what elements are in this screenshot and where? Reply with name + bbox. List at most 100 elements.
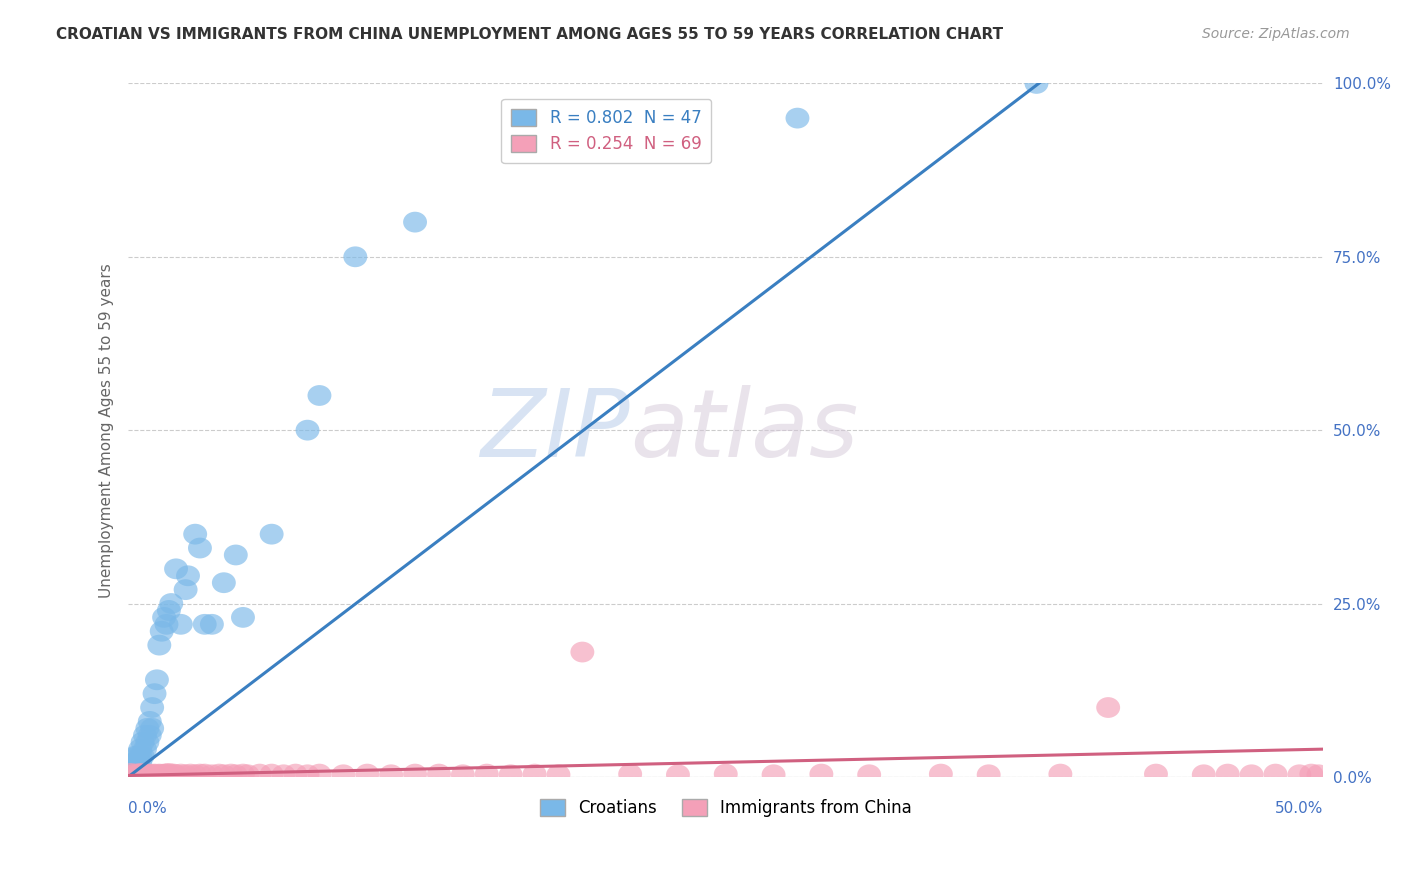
Ellipse shape (1216, 764, 1240, 784)
Ellipse shape (523, 764, 547, 784)
Text: Source: ZipAtlas.com: Source: ZipAtlas.com (1202, 27, 1350, 41)
Text: CROATIAN VS IMMIGRANTS FROM CHINA UNEMPLOYMENT AMONG AGES 55 TO 59 YEARS CORRELA: CROATIAN VS IMMIGRANTS FROM CHINA UNEMPL… (56, 27, 1004, 42)
Ellipse shape (1299, 764, 1323, 784)
Ellipse shape (977, 764, 1001, 785)
Ellipse shape (547, 764, 571, 785)
Ellipse shape (284, 764, 308, 784)
Ellipse shape (858, 764, 882, 785)
Ellipse shape (1097, 698, 1121, 718)
Ellipse shape (135, 731, 159, 753)
Ellipse shape (124, 764, 148, 784)
Ellipse shape (128, 746, 152, 766)
Ellipse shape (571, 641, 595, 663)
Text: 0.0%: 0.0% (128, 801, 167, 816)
Ellipse shape (1049, 764, 1073, 784)
Ellipse shape (810, 764, 834, 784)
Ellipse shape (128, 763, 152, 784)
Ellipse shape (174, 764, 198, 785)
Ellipse shape (141, 718, 165, 739)
Ellipse shape (786, 108, 810, 128)
Ellipse shape (169, 764, 193, 784)
Ellipse shape (165, 764, 188, 785)
Ellipse shape (127, 764, 150, 785)
Ellipse shape (212, 764, 236, 785)
Ellipse shape (118, 759, 142, 780)
Ellipse shape (148, 635, 172, 656)
Ellipse shape (295, 764, 319, 785)
Ellipse shape (131, 731, 155, 753)
Ellipse shape (1288, 764, 1312, 785)
Ellipse shape (159, 764, 183, 785)
Ellipse shape (231, 607, 254, 628)
Ellipse shape (183, 764, 207, 785)
Ellipse shape (404, 211, 427, 233)
Ellipse shape (124, 759, 148, 780)
Ellipse shape (1192, 764, 1216, 785)
Ellipse shape (929, 764, 953, 784)
Ellipse shape (134, 739, 157, 759)
Ellipse shape (219, 764, 243, 784)
Ellipse shape (404, 764, 427, 784)
Ellipse shape (1240, 764, 1264, 785)
Ellipse shape (128, 753, 152, 773)
Ellipse shape (1306, 764, 1330, 785)
Ellipse shape (157, 763, 181, 784)
Ellipse shape (142, 764, 166, 784)
Ellipse shape (135, 718, 159, 739)
Ellipse shape (179, 764, 202, 784)
Ellipse shape (138, 711, 162, 731)
Ellipse shape (148, 764, 172, 784)
Ellipse shape (155, 764, 179, 784)
Ellipse shape (128, 764, 152, 784)
Ellipse shape (124, 753, 148, 773)
Ellipse shape (193, 614, 217, 635)
Ellipse shape (260, 764, 284, 784)
Text: atlas: atlas (630, 384, 859, 475)
Ellipse shape (141, 764, 165, 785)
Ellipse shape (118, 763, 142, 784)
Ellipse shape (127, 746, 150, 766)
Ellipse shape (343, 246, 367, 268)
Ellipse shape (427, 764, 451, 784)
Ellipse shape (157, 600, 181, 621)
Ellipse shape (332, 764, 356, 785)
Ellipse shape (121, 764, 145, 785)
Ellipse shape (159, 593, 183, 614)
Ellipse shape (295, 420, 319, 441)
Ellipse shape (150, 621, 174, 641)
Ellipse shape (145, 764, 169, 785)
Ellipse shape (200, 764, 224, 785)
Ellipse shape (134, 725, 157, 746)
Ellipse shape (619, 764, 643, 784)
Ellipse shape (212, 573, 236, 593)
Ellipse shape (150, 764, 174, 785)
Ellipse shape (135, 764, 159, 785)
Ellipse shape (762, 764, 786, 785)
Ellipse shape (174, 579, 198, 600)
Ellipse shape (666, 764, 690, 785)
Ellipse shape (188, 764, 212, 784)
Ellipse shape (121, 753, 145, 773)
Ellipse shape (499, 764, 523, 785)
Text: ZIP: ZIP (481, 384, 630, 475)
Ellipse shape (138, 764, 162, 784)
Ellipse shape (152, 764, 176, 784)
Ellipse shape (356, 764, 380, 784)
Ellipse shape (131, 746, 155, 766)
Ellipse shape (231, 764, 254, 784)
Ellipse shape (155, 614, 179, 635)
Ellipse shape (152, 607, 176, 628)
Ellipse shape (134, 764, 157, 784)
Ellipse shape (1025, 73, 1049, 94)
Ellipse shape (271, 764, 295, 785)
Ellipse shape (142, 683, 166, 704)
Ellipse shape (121, 759, 145, 780)
Y-axis label: Unemployment Among Ages 55 to 59 years: Unemployment Among Ages 55 to 59 years (100, 263, 114, 598)
Ellipse shape (131, 764, 155, 785)
Ellipse shape (193, 764, 217, 784)
Ellipse shape (308, 385, 332, 406)
Ellipse shape (169, 614, 193, 635)
Ellipse shape (128, 739, 152, 759)
Ellipse shape (141, 698, 165, 718)
Ellipse shape (1264, 764, 1288, 784)
